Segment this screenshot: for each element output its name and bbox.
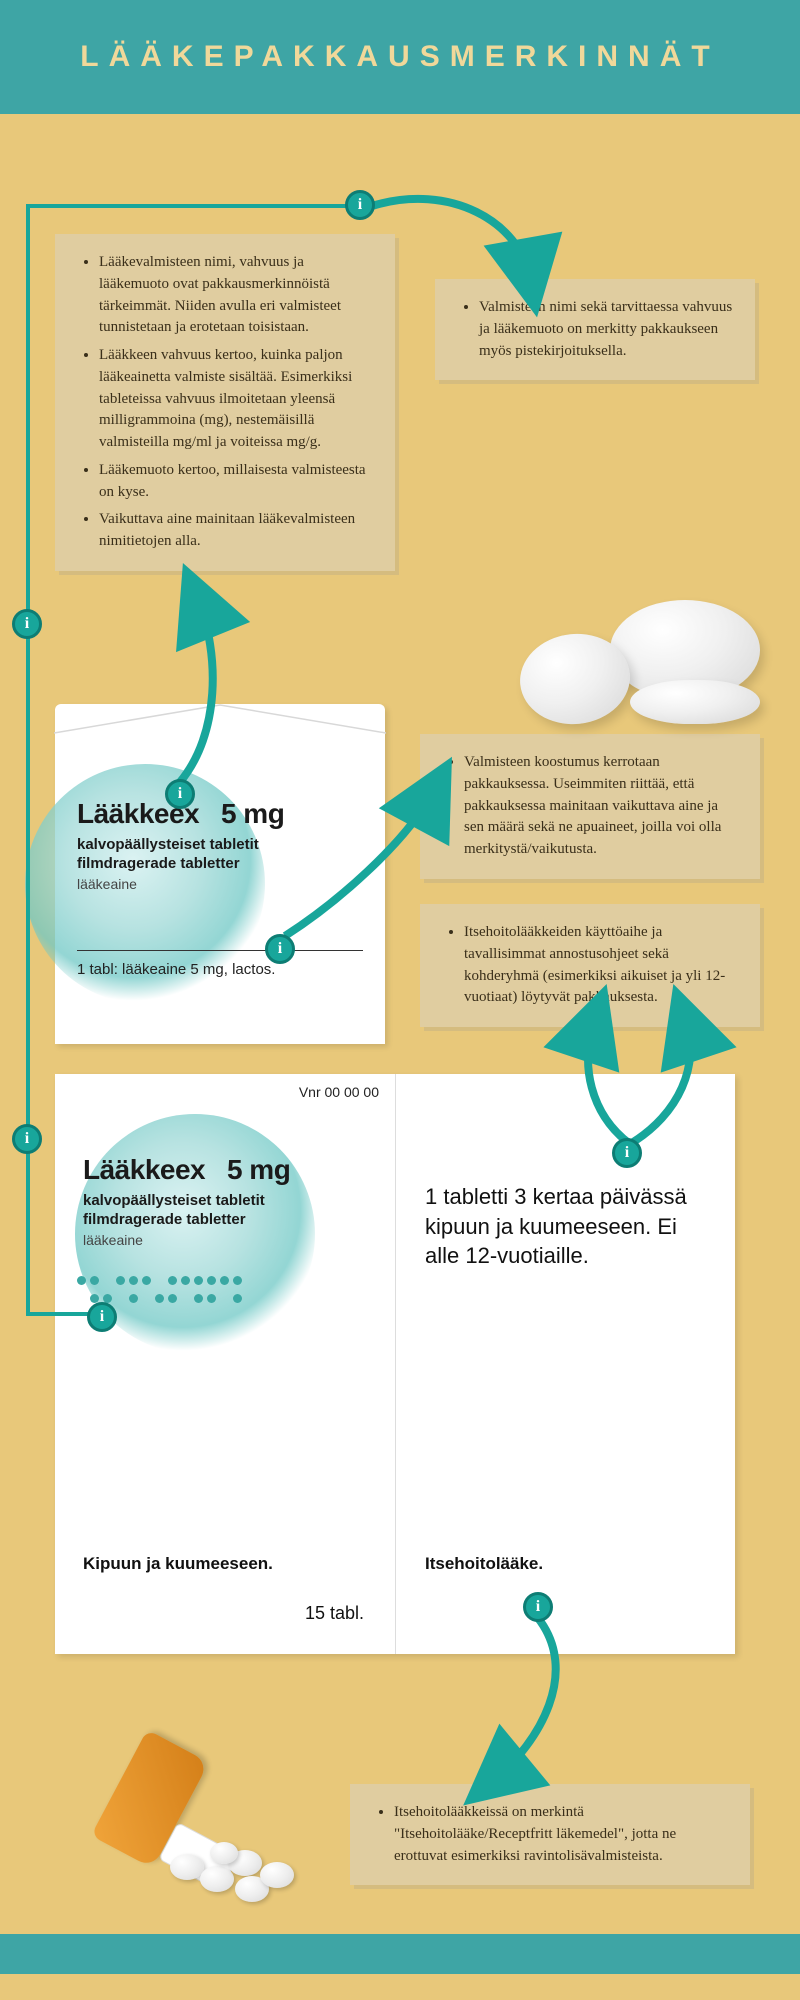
info-box-dosage: Itsehoitolääkkeiden käyttöaihe ja tavall… [420,904,760,1027]
main-content: Lääkevalmisteen nimi, vahvuus ja lääkemu… [0,114,800,1934]
info-icon [165,779,195,809]
frame-line [26,204,360,208]
indication-text: Kipuun ja kuumeeseen. [83,1554,273,1574]
product-name: Lääkkeex 5 mg [83,1154,373,1186]
product-name: Lääkkeex 5 mg [77,798,363,830]
package-front: Lääkkeex 5 mg kalvopäällysteiset tableti… [55,704,385,1044]
info-item: Lääkemuoto kertoo, millaisesta valmistee… [99,460,373,504]
info-box-otc: Itsehoitolääkkeissä on merkintä "Itsehoi… [350,1784,750,1885]
tablets-image [520,584,780,724]
info-item: Valmisteen koostumus kerrotaan pakkaukse… [464,752,738,861]
product-form-fi: kalvopäällysteiset tabletit [77,836,363,855]
info-item: Valmisteen nimi sekä tarvittaessa vahvuu… [479,297,733,362]
package-fold-line [395,1074,396,1654]
info-box-composition: Valmisteen koostumus kerrotaan pakkaukse… [420,734,760,879]
info-item: Lääkkeen vahvuus kertoo, kuinka paljon l… [99,345,373,454]
active-ingredient: lääkeaine [83,1232,373,1248]
page-header: LÄÄKEPAKKAUSMERKINNÄT [0,0,800,114]
product-form-sv: filmdragerade tabletter [77,855,363,874]
page-title: LÄÄKEPAKKAUSMERKINNÄT [20,40,780,74]
otc-label: Itsehoitolääke. [425,1554,543,1574]
info-item: Itsehoitolääkkeiden käyttöaihe ja tavall… [464,922,738,1009]
info-icon [12,609,42,639]
info-item: Vaikuttava aine mainitaan lääkevalmistee… [99,509,373,553]
composition-line: 1 tabl: lääkeaine 5 mg, lactos. [77,950,363,978]
info-icon [345,190,375,220]
info-icon [87,1302,117,1332]
product-form-sv: filmdragerade tabletter [83,1211,373,1230]
info-item: Lääkevalmisteen nimi, vahvuus ja lääkemu… [99,252,373,339]
info-icon [265,934,295,964]
info-box-braille: Valmisteen nimi sekä tarvittaessa vahvuu… [435,279,755,380]
page-footer [0,1934,800,1974]
pill-bottle-image [60,1754,290,1904]
info-icon [523,1592,553,1622]
info-icon [612,1138,642,1168]
dosage-text: 1 tabletti 3 kertaa päivässä kipuun ja k… [425,1182,705,1271]
info-box-name-strength: Lääkevalmisteen nimi, vahvuus ja lääkemu… [55,234,395,571]
tablet-count: 15 tabl. [305,1603,364,1624]
info-item: Itsehoitolääkkeissä on merkintä "Itsehoi… [394,1802,728,1867]
product-form-fi: kalvopäällysteiset tabletit [83,1192,373,1211]
active-ingredient: lääkeaine [77,876,363,892]
info-icon [12,1124,42,1154]
frame-line [26,1312,90,1316]
